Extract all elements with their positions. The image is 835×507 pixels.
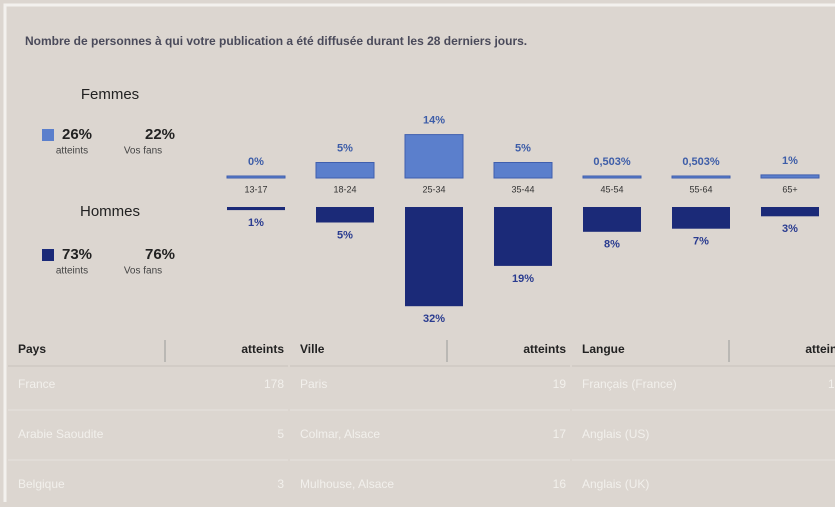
bar	[227, 207, 285, 210]
cell: 16	[553, 477, 567, 491]
legend-swatch	[42, 249, 54, 261]
cell: 3	[277, 477, 284, 491]
bar	[227, 176, 285, 178]
cell: Colmar, Alsace	[300, 427, 380, 441]
cell: Arabie Saoudite	[18, 427, 104, 441]
value-label: 19%	[512, 273, 534, 285]
fans-caption: Vos fans	[124, 146, 162, 157]
age-label: 35-44	[511, 184, 534, 194]
bar	[316, 207, 374, 223]
value-label: 5%	[337, 142, 353, 154]
bar	[494, 207, 552, 266]
value-label: 7%	[693, 236, 709, 248]
header-cell: Langue	[582, 342, 625, 356]
bar	[583, 207, 641, 232]
header-cell: atteints	[523, 342, 566, 356]
age-label: 55-64	[689, 184, 712, 194]
value-label: 8%	[604, 239, 620, 251]
cell: 19	[553, 377, 567, 391]
header-cell: Pays	[18, 342, 46, 356]
cell: 178	[828, 377, 835, 391]
header-cell: atteints	[241, 342, 284, 356]
fans-caption: Vos fans	[124, 266, 162, 277]
reached-value: 26%	[62, 126, 92, 143]
bar	[316, 163, 374, 179]
legend-heading: Hommes	[80, 203, 140, 220]
bar	[761, 207, 819, 216]
reached-caption: atteints	[56, 146, 88, 157]
cell: 5	[277, 427, 284, 441]
cell: 178	[264, 377, 284, 391]
bar	[761, 175, 819, 178]
value-label: 5%	[515, 142, 531, 154]
value-label: 0,503%	[682, 156, 720, 168]
age-label: 18-24	[333, 184, 356, 194]
cell: Français (France)	[582, 377, 677, 391]
fans-value: 22%	[145, 126, 175, 143]
value-label: 5%	[337, 229, 353, 241]
fans-value: 76%	[145, 246, 175, 263]
bar	[583, 176, 641, 178]
reached-caption: atteints	[56, 266, 88, 277]
bar	[672, 207, 730, 229]
cell: Paris	[300, 377, 327, 391]
legend-swatch	[42, 129, 54, 141]
bar	[672, 176, 730, 178]
cell: 17	[553, 427, 567, 441]
age-label: 45-54	[600, 184, 623, 194]
bar	[405, 207, 463, 306]
cell: Belgique	[18, 477, 65, 491]
value-label: 0%	[248, 156, 264, 168]
header-cell: atteints	[805, 342, 835, 356]
cell: Mulhouse, Alsace	[300, 477, 394, 491]
cell: Anglais (US)	[582, 427, 649, 441]
value-label: 1%	[248, 217, 264, 229]
cell: France	[18, 377, 56, 391]
legend-heading: Femmes	[81, 86, 139, 103]
age-label: 13-17	[244, 184, 267, 194]
value-label: 32%	[423, 313, 445, 325]
bar	[405, 135, 463, 178]
value-label: 1%	[782, 155, 798, 167]
cell: Anglais (UK)	[582, 477, 649, 491]
age-label: 65+	[782, 184, 797, 194]
title: Nombre de personnes à qui votre publicat…	[25, 34, 527, 48]
header-cell: Ville	[300, 342, 325, 356]
value-label: 3%	[782, 223, 798, 235]
reached-value: 73%	[62, 246, 92, 263]
value-label: 14%	[423, 115, 445, 127]
age-label: 25-34	[422, 184, 445, 194]
bar	[494, 163, 552, 179]
value-label: 0,503%	[593, 156, 631, 168]
